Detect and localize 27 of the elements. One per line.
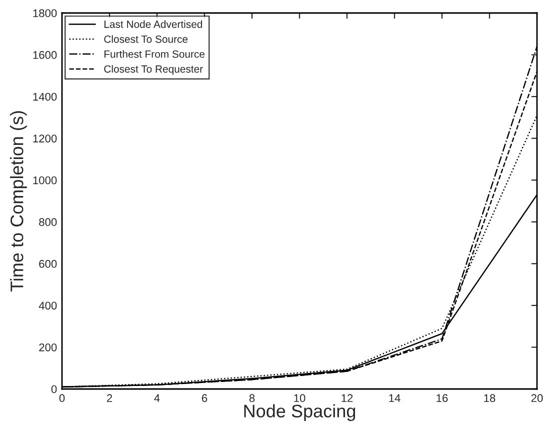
legend-label: Last Node Advertised — [104, 20, 202, 28]
y-tick-label: 0 — [51, 385, 57, 394]
y-tick-label: 800 — [39, 218, 57, 226]
y-tick-label: 400 — [38, 302, 57, 310]
legend-label: Closest To Requester — [104, 65, 203, 75]
x-tick-label: 14 — [389, 394, 400, 402]
x-tick-label: 0 — [59, 394, 65, 402]
x-tick-label: 2 — [106, 394, 112, 402]
y-tick-label: 600 — [39, 260, 57, 268]
y-tick-label: 200 — [39, 343, 57, 352]
x-tick-label: 18 — [484, 394, 496, 402]
x-tick-label: 6 — [202, 394, 208, 402]
x-tick-label: 8 — [249, 394, 255, 402]
x-tick-label: 20 — [531, 394, 543, 402]
y-tick-label: 1600 — [33, 51, 57, 59]
x-tick-label: 12 — [342, 394, 353, 402]
legend-label: Closest To Source — [104, 35, 188, 43]
x-axis-title: Node Spacing — [244, 404, 356, 422]
x-tick-label: 4 — [154, 394, 160, 402]
legend-label: Furthest From Source — [104, 50, 205, 58]
x-tick-label: 16 — [436, 394, 448, 402]
y-tick-label: 1800 — [33, 9, 57, 18]
y-tick-label: 1000 — [33, 176, 57, 184]
y-tick-label: 1400 — [33, 92, 57, 101]
y-axis-title: Time to Completion (s) — [10, 111, 27, 292]
y-tick-label: 1200 — [33, 134, 57, 142]
x-tick-label: 10 — [294, 394, 306, 402]
